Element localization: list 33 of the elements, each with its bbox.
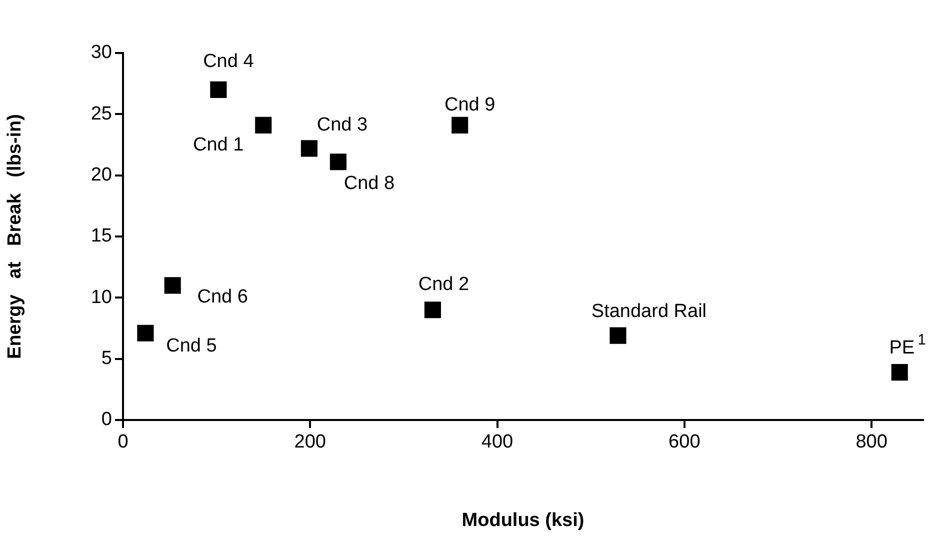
annotation: Cnd 4 bbox=[203, 50, 254, 72]
x-tick-label: 800 bbox=[856, 432, 888, 453]
y-axis-title: Energy at Break (lbs-in) bbox=[4, 114, 26, 359]
x-tick-label: 200 bbox=[294, 432, 326, 453]
y-tick-label: 0 bbox=[101, 409, 112, 430]
y-tick-label: 30 bbox=[90, 42, 112, 64]
x-tick-label: 0 bbox=[118, 432, 128, 453]
x-axis-title: Modulus (ksi) bbox=[462, 510, 584, 531]
point bbox=[891, 364, 908, 381]
y-tick-label: 5 bbox=[101, 348, 112, 370]
point bbox=[452, 116, 468, 134]
point bbox=[300, 140, 318, 157]
y-tick-label: 20 bbox=[90, 164, 112, 186]
y-tick-label: 10 bbox=[90, 286, 112, 308]
y-tick-label: 15 bbox=[90, 226, 112, 247]
annotation: Cnd 6 bbox=[197, 286, 248, 308]
y-tick-label: 25 bbox=[90, 103, 112, 124]
annotation: Cnd 2 bbox=[418, 274, 470, 296]
point bbox=[424, 302, 441, 318]
point bbox=[210, 81, 227, 98]
annotation: Cnd 3 bbox=[316, 114, 368, 136]
x-tick-label: 400 bbox=[481, 432, 514, 453]
annotation: Cnd 1 bbox=[193, 134, 244, 156]
annotation: Cnd 9 bbox=[444, 94, 496, 116]
point bbox=[164, 277, 181, 294]
point bbox=[330, 154, 346, 170]
annotation: Cnd 8 bbox=[344, 173, 395, 194]
annotation: Standard Rail bbox=[591, 300, 707, 322]
x-tick-label: 600 bbox=[668, 432, 700, 453]
point bbox=[255, 116, 272, 134]
annotation: Cnd 5 bbox=[166, 335, 217, 356]
point bbox=[610, 327, 626, 344]
point bbox=[137, 324, 154, 342]
